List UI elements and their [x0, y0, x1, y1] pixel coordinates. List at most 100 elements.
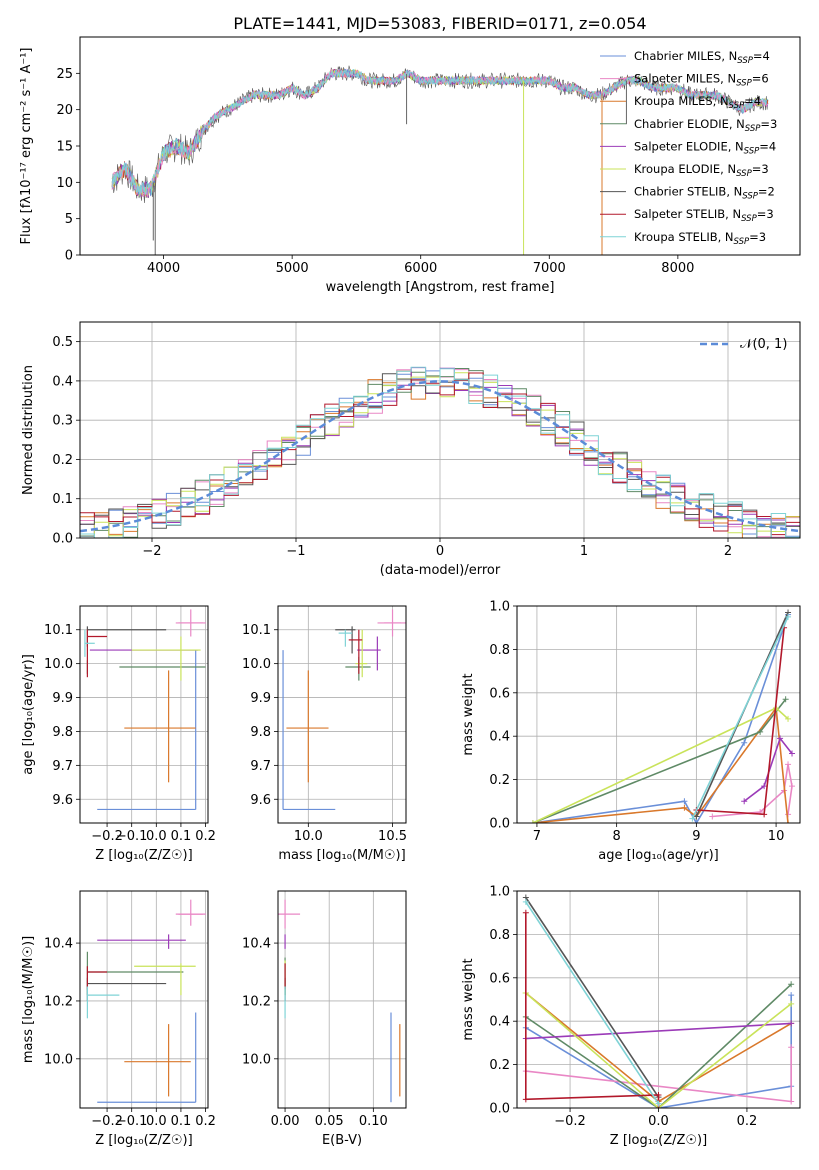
legend-subscript: SSP	[737, 56, 753, 66]
axes-frame	[516, 605, 801, 824]
histogram-8	[80, 366, 800, 538]
axes-frame	[79, 321, 801, 539]
legend-label: Salpeter STELIB, NSSP=3	[634, 207, 774, 224]
y-tick-label: 1.0	[489, 600, 510, 615]
weight-marker	[655, 1091, 662, 1098]
mass-weight-vs-Z-panel: −0.2 0.0 0.2 0.0 0.2 0.4 0.6 0.8 1.0 Z [log₁₀(Z/Z…	[461, 885, 801, 1148]
y-tick-label: 10	[56, 176, 73, 191]
x-tick-label: 0.0	[146, 829, 167, 844]
mass-weight-vs-age-panel: 7 8 9 10 0.0 0.2 0.4 0.6 0.8 1.0 age [log₁₀(age/yr…	[461, 600, 801, 863]
histogram-7	[80, 372, 800, 536]
x-tick-label: 8	[613, 829, 621, 844]
spectrum-panel: 4000 5000 6000 7000 8000 0 5 10 15 20 25 wavelength…	[19, 36, 801, 295]
x-axis-label: age [log₁₀(age/yr)]	[598, 848, 719, 863]
y-tick-label: 1.0	[489, 885, 510, 900]
residuals-plot-area	[80, 366, 800, 538]
mass-weight-vs-Z-plot-area	[522, 894, 795, 1108]
x-tick-label: 0.2	[195, 1114, 216, 1129]
spectrum-line-8	[111, 68, 769, 197]
weight-marker	[788, 992, 795, 999]
weight-marker	[785, 613, 792, 620]
y-tick-label: 10.0	[44, 1052, 73, 1067]
legend-model: Kroupa ELODIE, N	[634, 162, 736, 176]
legend-subscript: SSP	[736, 79, 752, 89]
y-tick-label: 10.4	[44, 937, 73, 952]
legend-model: Chabrier ELODIE, N	[634, 117, 745, 131]
y-tick-label: 0.5	[52, 335, 73, 350]
legend-subscript: SSP	[736, 169, 752, 179]
y-tick-label: 9.7	[52, 759, 73, 774]
legend-count: =2	[758, 185, 775, 199]
x-tick-label: −1	[286, 544, 305, 559]
x-tick-label: 0.1	[171, 829, 192, 844]
x-tick-label: 10.0	[294, 829, 323, 844]
y-tick-label: 9.6	[52, 793, 73, 808]
legend-count: =4	[759, 139, 776, 153]
weight-marker	[777, 735, 784, 742]
weight-marker	[689, 815, 696, 822]
legend-subscript: SSP	[744, 146, 760, 156]
weight-marker	[788, 981, 795, 988]
y-axis-label: mass [log₁₀(M/M☉)]	[21, 936, 36, 1063]
x-tick-label: 2	[724, 544, 732, 559]
x-tick-label: 0.1	[171, 1114, 192, 1129]
legend-subscript: SSP	[745, 124, 761, 134]
weight-marker	[681, 798, 688, 805]
weight-marker	[681, 804, 688, 811]
x-tick-label: 0.0	[146, 1114, 167, 1129]
x-axis-label: E(B-V)	[322, 1133, 362, 1148]
y-tick-label: 0.2	[52, 453, 73, 468]
x-tick-label: 6000	[404, 261, 437, 276]
axes-frame	[79, 36, 801, 256]
spectrum-line-1	[111, 68, 769, 198]
weight-marker	[788, 1000, 795, 1007]
y-tick-label: 10.2	[44, 994, 73, 1009]
y-tick-label: 10.1	[242, 623, 271, 638]
weight-marker	[761, 811, 768, 818]
weight-marker	[788, 1098, 795, 1105]
figure-title: PLATE=1441, MJD=53083, FIBERID=0171, z=0…	[233, 14, 646, 33]
weight-line-0	[525, 995, 792, 1108]
legend-model: Salpeter STELIB, N	[634, 207, 741, 221]
weight-marker	[789, 750, 796, 757]
weight-marker	[761, 783, 768, 790]
x-tick-label: −0.2	[91, 1114, 123, 1129]
x-axis-label: Z [log₁₀(Z/Z☉)]	[610, 1133, 707, 1148]
y-tick-label: 20	[56, 103, 73, 118]
y-tick-label: 9.7	[250, 759, 271, 774]
weight-line-4	[743, 736, 793, 802]
axes-frame	[79, 890, 209, 1109]
legend-model: Kroupa MILES, N	[634, 94, 729, 108]
legend-count: =3	[757, 207, 774, 221]
y-tick-label: 0.0	[52, 532, 73, 547]
weight-line-5	[525, 992, 792, 1108]
legend-model: Kroupa STELIB, N	[634, 230, 734, 244]
y-axis-label: Normed distribution	[21, 365, 36, 495]
weight-marker	[709, 813, 716, 820]
y-tick-label: 9.9	[52, 691, 73, 706]
weight-marker	[785, 820, 792, 823]
x-tick-label: −2	[142, 544, 161, 559]
y-tick-label: 0.4	[489, 1015, 510, 1030]
x-tick-label: −0.2	[91, 829, 123, 844]
y-tick-label: 0.3	[52, 414, 73, 429]
weight-marker	[785, 761, 792, 768]
x-axis-label: mass [log₁₀(M/M☉)]	[278, 848, 405, 863]
weight-marker	[782, 696, 789, 703]
y-tick-label: 10.4	[242, 937, 271, 952]
legend-count: =4	[744, 94, 761, 108]
y-tick-label: 9.8	[250, 725, 271, 740]
axes-frame	[277, 890, 407, 1109]
x-tick-label: 0.2	[195, 829, 216, 844]
age-vs-mass-plot-area	[282, 609, 406, 811]
legend-count: =4	[753, 49, 770, 63]
x-tick-label: −0.2	[554, 1114, 586, 1129]
x-tick-label: −0.1	[116, 1114, 148, 1129]
y-tick-label: 5	[65, 212, 73, 227]
x-tick-label: 10.5	[378, 829, 407, 844]
x-axis-label: wavelength [Angstrom, rest frame]	[326, 280, 555, 295]
x-axis-label: (data-model)/error	[380, 563, 501, 578]
x-tick-label: 0	[436, 544, 444, 559]
x-tick-label: 4000	[147, 261, 180, 276]
legend-count: =6	[752, 72, 769, 86]
